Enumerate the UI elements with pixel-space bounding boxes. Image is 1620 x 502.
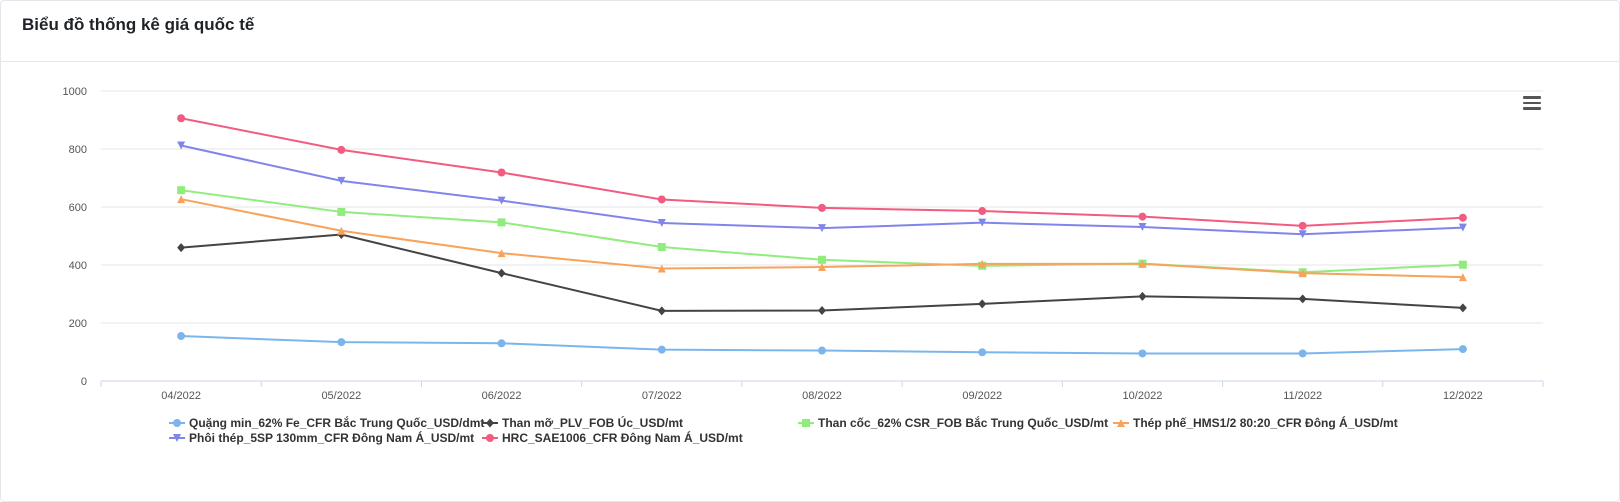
series-1 xyxy=(177,230,1467,316)
data-point[interactable] xyxy=(657,195,666,204)
legend-item[interactable]: Thép phế_HMS1/2 80:20_CFR Đông Á_USD/mt xyxy=(1113,415,1398,430)
data-point[interactable] xyxy=(818,224,826,233)
data-point[interactable] xyxy=(818,255,826,264)
data-point[interactable] xyxy=(1138,212,1147,221)
data-point[interactable] xyxy=(1138,291,1147,301)
legend-marker xyxy=(173,419,181,427)
data-point[interactable] xyxy=(978,299,987,309)
legend: Quặng min_62% Fe_CFR Bắc Trung Quốc_USD/… xyxy=(169,415,1398,445)
data-point[interactable] xyxy=(1138,259,1147,268)
data-point[interactable] xyxy=(1298,294,1307,304)
data-point[interactable] xyxy=(497,268,506,278)
series-group xyxy=(177,114,1467,358)
data-point[interactable] xyxy=(1298,230,1307,239)
data-point[interactable] xyxy=(177,332,186,341)
data-point[interactable] xyxy=(978,348,987,357)
series-line xyxy=(180,144,1463,236)
data-point[interactable] xyxy=(818,306,826,316)
series-4 xyxy=(177,141,1467,239)
data-point[interactable] xyxy=(818,203,826,212)
legend-label: Thép phế_HMS1/2 80:20_CFR Đông Á_USD/mt xyxy=(1133,415,1398,430)
legend-label: HRC_SAE1006_CFR Đông Nam Á_USD/mt xyxy=(502,430,743,445)
x-tick-label: 06/2022 xyxy=(482,390,522,402)
data-point[interactable] xyxy=(177,195,186,204)
legend-item[interactable]: Than mỡ_PLV_FOB Úc_USD/mt xyxy=(482,415,683,430)
data-point[interactable] xyxy=(337,338,346,347)
series-line xyxy=(181,233,1463,312)
data-point[interactable] xyxy=(818,346,826,355)
data-point[interactable] xyxy=(497,196,506,205)
legend-marker xyxy=(802,419,810,427)
data-point[interactable] xyxy=(497,168,506,177)
legend-marker xyxy=(486,418,494,428)
data-point[interactable] xyxy=(1458,345,1467,354)
y-tick-label: 400 xyxy=(69,260,87,272)
x-tick-label: 04/2022 xyxy=(161,390,201,402)
x-tick-label: 08/2022 xyxy=(802,390,842,402)
y-tick-label: 800 xyxy=(69,144,87,156)
x-tick-label: 11/2022 xyxy=(1283,390,1322,402)
legend-label: Than mỡ_PLV_FOB Úc_USD/mt xyxy=(502,415,683,430)
data-point[interactable] xyxy=(1458,223,1467,232)
x-tick-label: 12/2022 xyxy=(1443,390,1483,402)
y-tick-label: 0 xyxy=(81,376,87,388)
data-point[interactable] xyxy=(1298,349,1307,358)
series-3 xyxy=(177,195,1467,282)
series-0 xyxy=(177,332,1467,358)
series-5 xyxy=(177,114,1467,230)
data-point[interactable] xyxy=(177,114,186,123)
y-axis-ticks: 0 200 400 600 800 1000 xyxy=(63,86,87,388)
data-point[interactable] xyxy=(337,207,346,216)
data-point[interactable] xyxy=(657,264,666,273)
data-point[interactable] xyxy=(657,345,666,354)
data-point[interactable] xyxy=(337,176,346,185)
data-point[interactable] xyxy=(497,249,506,258)
data-point[interactable] xyxy=(978,218,987,227)
card-header: Biểu đồ thống kê giá quốc tế xyxy=(1,1,1619,62)
x-tick-label: 09/2022 xyxy=(962,390,1002,402)
page-title: Biểu đồ thống kê giá quốc tế xyxy=(22,15,255,34)
x-tick-label: 07/2022 xyxy=(642,390,682,402)
legend-marker xyxy=(486,434,494,442)
legend-label: Phôi thép_5SP 130mm_CFR Đông Nam Á_USD/m… xyxy=(189,430,474,445)
data-point[interactable] xyxy=(1138,223,1147,232)
legend-label: Quặng min_62% Fe_CFR Bắc Trung Quốc_USD/… xyxy=(189,415,484,430)
hamburger-menu-icon[interactable] xyxy=(1523,96,1541,110)
y-tick-label: 200 xyxy=(69,318,87,330)
legend-label: Than cốc_62% CSR_FOB Bắc Trung Quốc_USD/… xyxy=(818,415,1108,430)
y-tick-label: 600 xyxy=(69,202,87,214)
data-point[interactable] xyxy=(657,306,666,316)
legend-item[interactable]: Quặng min_62% Fe_CFR Bắc Trung Quốc_USD/… xyxy=(169,415,484,430)
data-point[interactable] xyxy=(497,218,506,227)
data-point[interactable] xyxy=(818,263,826,272)
x-axis: 04/2022 05/2022 06/2022 07/2022 08/2022 09/20… xyxy=(100,381,1544,402)
data-point[interactable] xyxy=(1458,273,1467,282)
data-point[interactable] xyxy=(657,243,666,252)
y-tick-label: 1000 xyxy=(63,86,87,98)
data-point[interactable] xyxy=(1458,213,1467,222)
data-point[interactable] xyxy=(177,186,186,195)
data-point[interactable] xyxy=(978,207,987,216)
data-point[interactable] xyxy=(177,243,186,253)
legend-item[interactable]: HRC_SAE1006_CFR Đông Nam Á_USD/mt xyxy=(482,430,743,445)
x-tick-label: 10/2022 xyxy=(1123,390,1163,402)
data-point[interactable] xyxy=(337,226,346,235)
data-point[interactable] xyxy=(1458,260,1467,269)
legend-marker xyxy=(173,434,181,442)
data-point[interactable] xyxy=(1138,349,1147,358)
data-point[interactable] xyxy=(1458,303,1467,313)
data-point[interactable] xyxy=(1298,269,1307,278)
legend-item[interactable]: Than cốc_62% CSR_FOB Bắc Trung Quốc_USD/… xyxy=(798,415,1108,430)
data-point[interactable] xyxy=(337,145,346,154)
data-point[interactable] xyxy=(1298,221,1307,230)
data-point[interactable] xyxy=(497,339,506,348)
legend-marker xyxy=(1117,419,1125,427)
legend-item[interactable]: Phôi thép_5SP 130mm_CFR Đông Nam Á_USD/m… xyxy=(169,430,474,445)
data-point[interactable] xyxy=(978,259,987,268)
x-tick-label: 05/2022 xyxy=(321,390,361,402)
data-point[interactable] xyxy=(657,218,666,227)
data-point[interactable] xyxy=(177,141,186,150)
